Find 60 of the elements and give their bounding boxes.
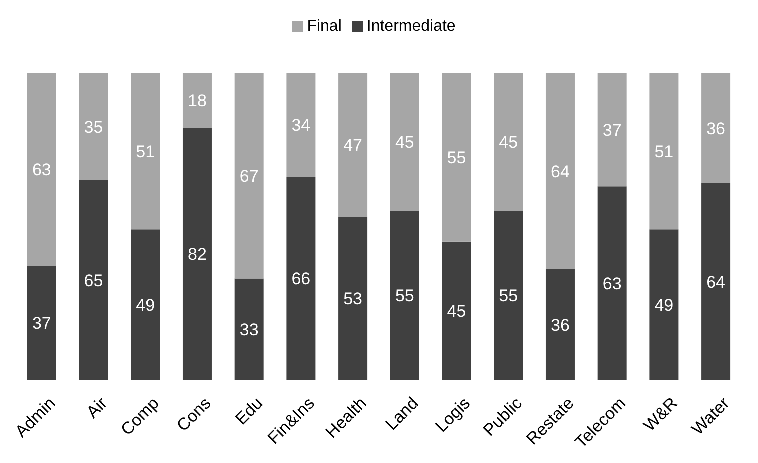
data-label: 64: [706, 272, 726, 292]
data-label: 55: [447, 148, 466, 168]
bar: [234, 278, 264, 380]
bar: [494, 211, 524, 380]
data-label: 66: [292, 270, 311, 289]
bar: [390, 73, 420, 212]
data-label: 63: [32, 160, 52, 180]
bar: [390, 211, 420, 380]
data-label: 45: [395, 133, 414, 152]
data-label: 67: [240, 166, 259, 186]
legend-label: Final: [307, 18, 342, 35]
data-label: 82: [188, 245, 207, 264]
bar: [546, 269, 575, 380]
data-label: 36: [551, 316, 570, 335]
data-label: 51: [654, 142, 674, 162]
data-label: 53: [344, 290, 363, 309]
data-label: 36: [706, 119, 726, 138]
data-label: 18: [188, 92, 207, 111]
bar: [27, 266, 56, 380]
bar: [79, 73, 108, 180]
bar: [182, 128, 212, 380]
data-label: 51: [136, 142, 156, 162]
bar: [442, 242, 472, 380]
bar: [234, 73, 264, 279]
data-label: 49: [654, 296, 674, 315]
x-tick-label: Edu: [232, 394, 267, 429]
data-label: 55: [395, 286, 414, 306]
data-label: 37: [32, 314, 52, 334]
x-tick-label: Air: [82, 394, 112, 422]
data-label: 37: [602, 120, 622, 140]
data-label: 65: [84, 271, 104, 290]
data-label: 33: [240, 320, 259, 340]
bar: [598, 73, 627, 187]
bar: [650, 73, 679, 230]
data-label: 45: [499, 133, 518, 152]
data-label: 49: [136, 296, 156, 315]
bar: [182, 73, 212, 128]
data-label: 64: [551, 162, 570, 182]
bar: [79, 180, 108, 380]
bar: [494, 73, 524, 212]
data-label: 35: [84, 118, 104, 137]
bar: [338, 73, 368, 218]
bar: [131, 73, 160, 230]
bar: [442, 73, 472, 242]
bar: [286, 177, 316, 380]
data-label: 34: [292, 116, 311, 136]
data-label: 45: [447, 302, 466, 321]
bar: [702, 184, 731, 380]
bar: [27, 73, 56, 266]
bar: [131, 230, 160, 380]
bar: [546, 73, 575, 270]
data-label: 55: [499, 286, 518, 306]
bar: [650, 230, 679, 380]
bar: [338, 217, 368, 380]
legend-label: Intermediate: [366, 18, 456, 35]
bar: [286, 73, 316, 178]
data-label: 63: [602, 274, 622, 294]
bar: [598, 186, 627, 380]
data-label: 47: [344, 136, 363, 156]
bar: [702, 73, 731, 184]
